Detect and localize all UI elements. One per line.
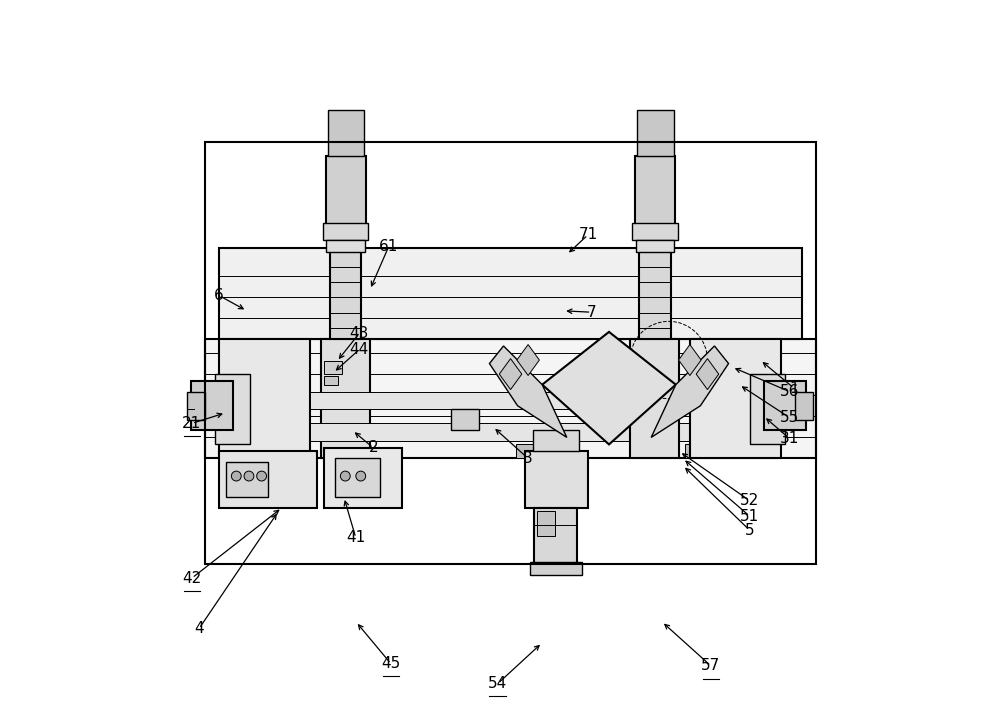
Text: 52: 52 <box>740 493 759 508</box>
Bar <box>635 156 675 227</box>
Bar <box>516 444 533 458</box>
Circle shape <box>231 471 241 481</box>
Bar <box>219 339 310 458</box>
Circle shape <box>356 471 366 481</box>
Polygon shape <box>517 345 539 376</box>
Text: 54: 54 <box>488 676 508 691</box>
Text: 45: 45 <box>381 657 401 671</box>
Bar <box>685 444 702 458</box>
Text: 41: 41 <box>346 530 365 546</box>
Bar <box>534 508 577 564</box>
Circle shape <box>244 471 254 481</box>
Polygon shape <box>499 359 522 390</box>
Text: 56: 56 <box>780 384 799 399</box>
Bar <box>537 511 555 536</box>
Text: 57: 57 <box>701 659 721 674</box>
Circle shape <box>340 471 350 481</box>
Bar <box>690 339 781 458</box>
Bar <box>632 223 678 241</box>
Bar <box>530 562 582 575</box>
Bar <box>328 110 364 156</box>
Bar <box>219 248 802 339</box>
Bar <box>321 339 370 458</box>
Bar <box>226 462 268 497</box>
Text: 3: 3 <box>523 451 533 466</box>
Text: 1: 1 <box>789 381 799 395</box>
Bar <box>215 374 250 444</box>
Bar <box>750 374 785 444</box>
Bar <box>451 409 479 431</box>
Text: 31: 31 <box>780 431 799 446</box>
Bar <box>764 381 806 431</box>
Text: 7: 7 <box>587 305 596 320</box>
Bar <box>191 381 233 431</box>
Text: 43: 43 <box>350 325 369 341</box>
Bar <box>187 392 205 420</box>
Circle shape <box>257 471 267 481</box>
Text: 21: 21 <box>182 416 202 431</box>
Bar <box>324 448 402 508</box>
Bar <box>324 376 338 385</box>
Text: 51: 51 <box>740 508 759 524</box>
Bar <box>323 223 368 241</box>
Bar <box>533 431 579 451</box>
Bar <box>335 458 380 497</box>
Bar <box>795 392 813 420</box>
Bar <box>525 451 588 508</box>
Bar <box>310 392 697 409</box>
Bar <box>639 227 671 339</box>
Bar <box>205 142 816 564</box>
Polygon shape <box>489 346 567 438</box>
Bar <box>310 424 697 441</box>
Text: 44: 44 <box>350 342 369 357</box>
Text: 71: 71 <box>578 227 598 242</box>
Bar <box>324 361 342 374</box>
Text: 6: 6 <box>214 288 224 303</box>
Polygon shape <box>696 359 719 390</box>
Bar <box>637 110 674 156</box>
Text: 55: 55 <box>780 410 799 425</box>
Bar <box>326 156 366 227</box>
Bar <box>636 240 674 253</box>
Bar <box>330 227 361 339</box>
Text: 4: 4 <box>194 621 204 636</box>
Polygon shape <box>542 332 676 444</box>
Bar <box>326 240 365 253</box>
Polygon shape <box>679 345 701 376</box>
Bar <box>205 339 816 458</box>
Bar <box>630 339 679 458</box>
Bar <box>219 451 317 508</box>
Text: 61: 61 <box>379 239 399 253</box>
Text: 2: 2 <box>369 441 378 455</box>
Polygon shape <box>651 346 729 438</box>
Text: 42: 42 <box>182 570 202 585</box>
Text: 5: 5 <box>745 522 754 538</box>
